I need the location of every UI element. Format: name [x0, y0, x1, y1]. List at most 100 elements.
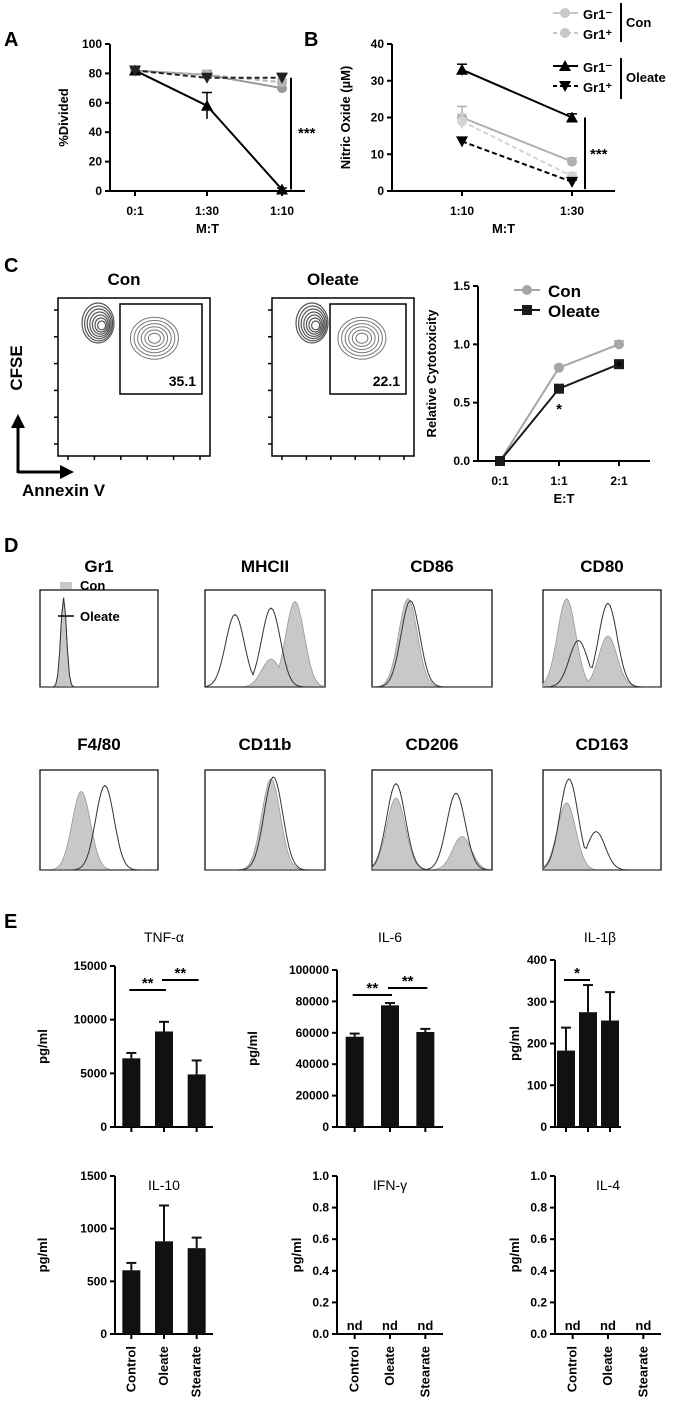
annexin-label: Annexin V — [22, 481, 106, 500]
y-tick-label: 15000 — [74, 959, 108, 973]
histogram-frame — [39, 769, 159, 871]
bar-chart-title: IL-10 — [148, 1177, 180, 1193]
significance-label: *** — [298, 125, 316, 142]
y-axis-label: %Divided — [56, 88, 71, 147]
annexin-arrowhead — [60, 465, 74, 479]
histogram-con-fill — [371, 598, 492, 688]
y-tick-label: 1.0 — [453, 337, 470, 351]
legend-marker — [560, 8, 570, 18]
series-line — [461, 116, 573, 163]
histogram-title: MHCII — [241, 557, 289, 576]
histogram-title: CD206 — [406, 735, 459, 754]
y-tick-label: 60000 — [296, 1026, 330, 1040]
gate-box — [329, 303, 407, 395]
data-point — [456, 63, 468, 75]
flow-plot-frame — [271, 297, 415, 457]
y-axis-label: pg/ml — [35, 1238, 50, 1273]
chart-d: Gr1 MHCII CD86 CD80 F4/80 CD11b CD206 CD163 Con O… — [39, 557, 662, 871]
y-tick-label: 0 — [100, 1327, 107, 1341]
y-tick-label: 0 — [322, 1120, 329, 1134]
bar — [187, 1248, 206, 1334]
x-tick-label: 1:10 — [270, 204, 294, 218]
data-point — [495, 456, 505, 466]
chart-e: TNF-α050001000015000pg/ml****IL-60200004… — [35, 929, 661, 1397]
legend-group-label: Oleate — [626, 70, 666, 85]
legend-label: Gr1⁻ — [583, 60, 612, 75]
y-tick-label: 500 — [87, 1274, 107, 1288]
x-tick-label: Control — [123, 1346, 138, 1392]
bar — [557, 1050, 575, 1127]
legend-label: Oleate — [548, 302, 600, 321]
nd-label: nd — [417, 1318, 433, 1333]
bar — [122, 1058, 141, 1127]
significance-label: * — [556, 401, 562, 418]
y-tick-label: 0.4 — [312, 1264, 329, 1278]
data-point — [566, 176, 578, 188]
y-tick-label: 200 — [527, 1037, 547, 1051]
nd-label: nd — [635, 1318, 651, 1333]
contour-line — [83, 305, 114, 342]
y-tick-label: 60 — [89, 96, 103, 110]
bar — [187, 1074, 206, 1127]
contour-line — [144, 329, 165, 347]
contour-line — [355, 332, 369, 344]
x-tick-label: 2:1 — [610, 474, 628, 488]
histogram-oleate-line — [542, 602, 661, 688]
x-tick-label: Stearate — [417, 1346, 432, 1397]
nd-label: nd — [347, 1318, 363, 1333]
histogram-oleate-line — [205, 776, 325, 871]
legend-label: Con — [80, 578, 105, 593]
y-tick-label: 1.0 — [530, 1169, 547, 1183]
x-tick-label: Oleate — [600, 1346, 615, 1386]
data-point — [456, 136, 468, 148]
nd-label: nd — [600, 1318, 616, 1333]
y-tick-label: 20 — [89, 155, 103, 169]
contour-line — [129, 316, 179, 360]
data-point — [614, 339, 624, 350]
flow-plot-title: Con — [107, 270, 140, 289]
legend-marker — [559, 60, 571, 71]
significance-label: ** — [402, 973, 414, 990]
legend-label: Con — [548, 282, 581, 301]
y-tick-label: 0.6 — [312, 1232, 329, 1246]
panel-letter-c: C — [4, 255, 18, 277]
y-tick-label: 30 — [371, 74, 385, 88]
contour-line — [81, 302, 115, 344]
histogram-title: CD11b — [239, 735, 292, 754]
histogram-oleate-line — [371, 782, 493, 871]
contour-line — [137, 323, 172, 354]
x-tick-label: 1:30 — [195, 204, 219, 218]
x-axis-label: M:T — [196, 221, 219, 236]
bar — [579, 1012, 597, 1127]
y-tick-label: 40000 — [296, 1057, 330, 1071]
histogram-oleate-line — [542, 778, 661, 871]
data-point — [566, 111, 578, 123]
y-tick-label: 0.8 — [312, 1201, 329, 1215]
series-line — [461, 140, 573, 183]
histogram-con-fill — [205, 778, 325, 871]
y-tick-label: 100000 — [289, 963, 329, 977]
nd-label: nd — [382, 1318, 398, 1333]
x-axis-label: E:T — [554, 491, 575, 506]
cfse-arrowhead — [11, 414, 25, 428]
y-tick-label: 100 — [82, 37, 102, 51]
y-tick-label: 400 — [527, 953, 547, 967]
y-tick-label: 1.5 — [453, 279, 470, 293]
flow-plot-title: Oleate — [307, 270, 359, 289]
significance-label: * — [574, 965, 580, 982]
contour-line — [298, 305, 328, 342]
y-tick-label: 0 — [95, 184, 102, 198]
series-line — [461, 120, 573, 178]
y-tick-label: 0.8 — [530, 1201, 547, 1215]
histogram-oleate-line — [40, 784, 158, 871]
significance-label: * — [616, 358, 622, 375]
data-point — [276, 183, 288, 195]
y-tick-label: 1000 — [80, 1222, 107, 1236]
y-tick-label: 20000 — [296, 1089, 330, 1103]
data-point — [201, 72, 213, 84]
data-point — [276, 72, 288, 84]
y-tick-label: 0.5 — [453, 396, 470, 410]
contour-line — [140, 326, 169, 351]
nd-label: nd — [565, 1318, 581, 1333]
